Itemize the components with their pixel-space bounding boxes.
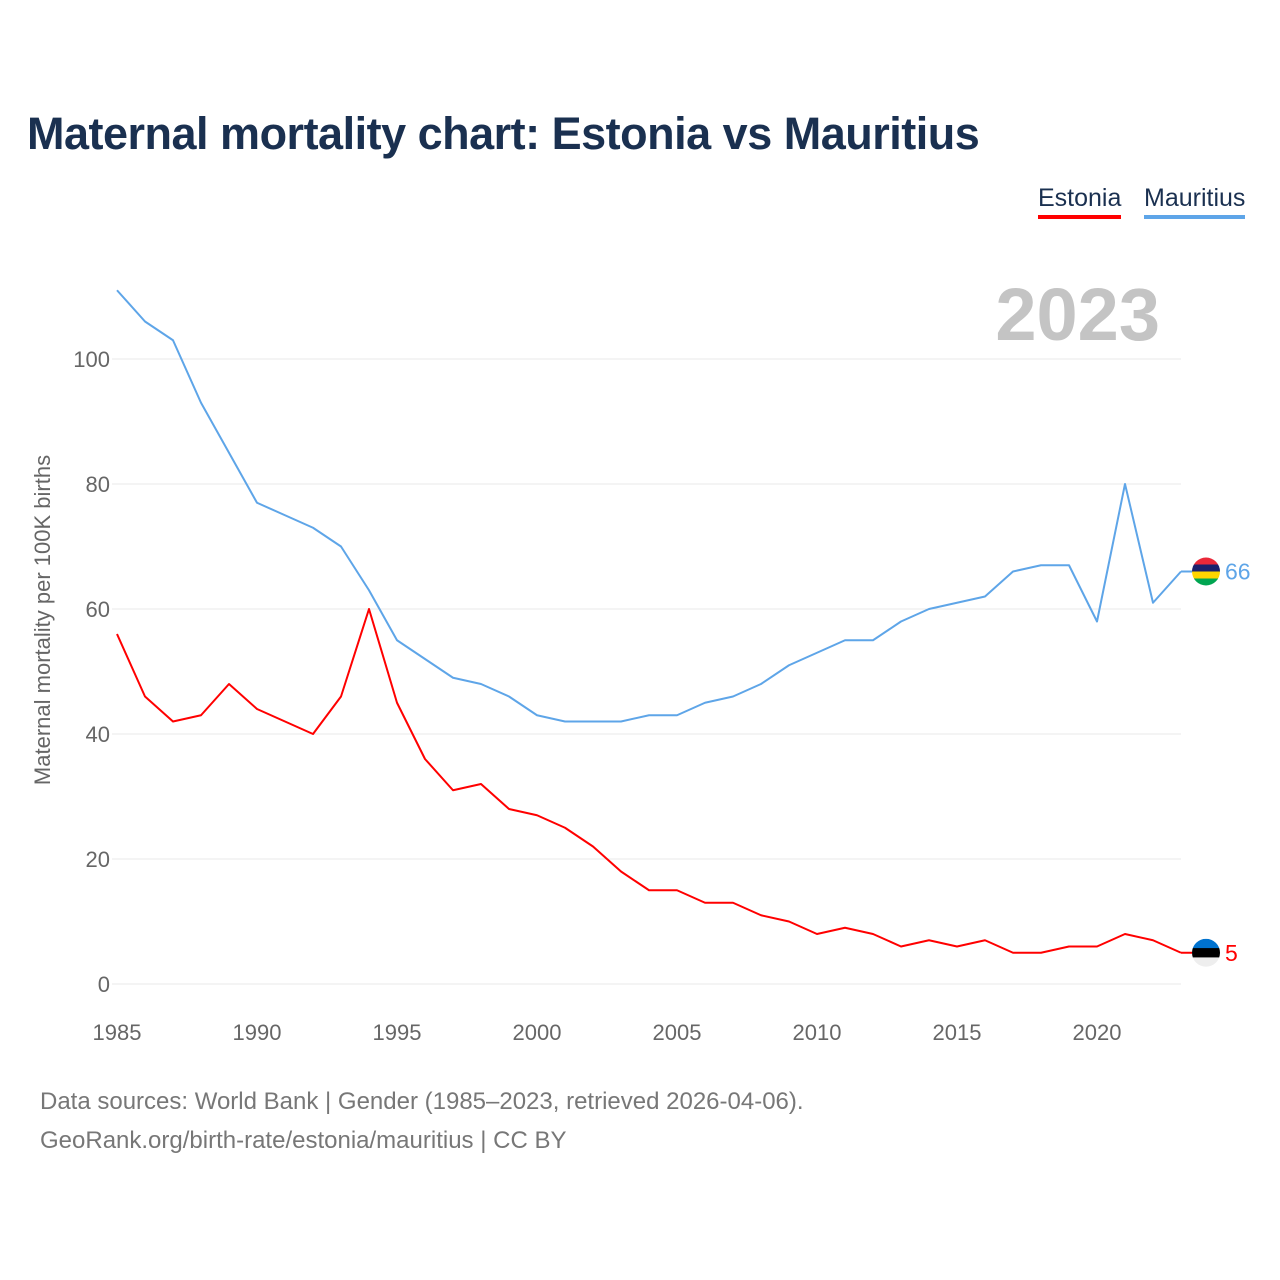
chart-title: Maternal mortality chart: Estonia vs Mau… xyxy=(27,108,980,159)
footer-link[interactable]: GeoRank.org/birth-rate/estonia/mauritius… xyxy=(40,1127,567,1154)
flag-estonia-icon xyxy=(1192,938,1220,967)
x-tick-label: 1990 xyxy=(233,1020,282,1045)
x-tick-label: 1995 xyxy=(373,1020,422,1045)
year-label: 2023 xyxy=(995,273,1160,356)
legend-mauritius[interactable]: Mauritius xyxy=(1144,184,1246,219)
y-tick-label: 40 xyxy=(86,722,110,747)
legend-estonia[interactable]: Estonia xyxy=(1038,184,1122,219)
x-tick-label: 2010 xyxy=(793,1020,842,1045)
y-axis-label: Maternal mortality per 100K births xyxy=(30,455,55,785)
x-tick-label: 2015 xyxy=(933,1020,982,1045)
x-tick-label: 2020 xyxy=(1073,1020,1122,1045)
flag-mauritius-icon xyxy=(1192,557,1220,586)
y-tick-label: 0 xyxy=(98,972,110,997)
series-line-estonia xyxy=(116,608,1182,954)
end-value-label: 66 xyxy=(1225,559,1251,585)
line-chart: 0 20 40 60 80 100 1985 1990 1995 2000 2005 2010 2015… xyxy=(30,273,1251,1045)
y-tick-label: 80 xyxy=(86,472,110,497)
footer-sources: Data sources: World Bank | Gender (1985–… xyxy=(40,1088,804,1115)
x-tick-label: 2000 xyxy=(513,1020,562,1045)
y-tick-label: 60 xyxy=(86,597,110,622)
end-value-label: 5 xyxy=(1225,940,1238,966)
x-tick-label: 2005 xyxy=(653,1020,702,1045)
y-tick-label: 20 xyxy=(86,847,110,872)
x-tick-label: 1985 xyxy=(93,1020,142,1045)
y-tick-label: 100 xyxy=(73,347,110,372)
